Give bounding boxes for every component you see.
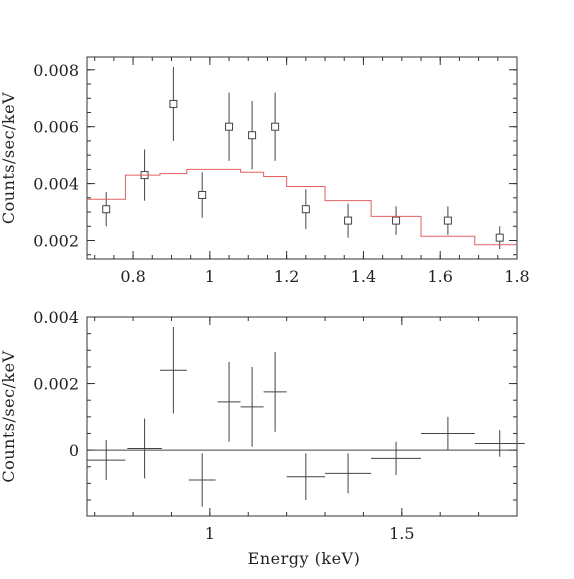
x-tick-label: 1.6 [427, 267, 452, 286]
square-marker [271, 122, 280, 131]
data-point [102, 192, 111, 227]
residual-point [240, 366, 264, 447]
x-tick-label: 1.4 [351, 267, 376, 286]
data-point [301, 189, 310, 230]
data-point [248, 101, 257, 170]
y-axis-title: Counts/sec/keV [0, 92, 18, 224]
square-marker [344, 216, 353, 225]
square-marker [169, 99, 178, 108]
residual-point [371, 441, 422, 476]
data-point [344, 203, 353, 238]
data-point [198, 172, 207, 218]
y-axis-title: Counts/sec/keV [0, 350, 18, 482]
square-marker [301, 205, 310, 214]
x-tick-label: 1 [205, 524, 215, 543]
square-marker [248, 131, 257, 140]
data-point [169, 66, 178, 141]
square-marker [225, 122, 234, 131]
top-panel: 0.8 1 1.2 1.4 1.6 1.8 0.002 0.004 0.006 0.008 Coun… [0, 56, 530, 286]
x-tick-label: 1.8 [504, 267, 529, 286]
residual-point [421, 416, 475, 451]
square-marker [102, 205, 111, 214]
data-point [392, 206, 401, 235]
y-tick-label: 0.004 [33, 308, 79, 327]
y-tick-label: 0 [69, 441, 79, 460]
residual-point [127, 418, 162, 479]
y-tick-label: 0.002 [33, 375, 79, 394]
model-step-line [87, 168, 517, 246]
x-tick-label: 0.8 [120, 267, 145, 286]
plot-frame [86, 316, 518, 517]
x-tick-label: 1 [205, 267, 215, 286]
square-marker [443, 216, 452, 225]
square-marker [495, 233, 504, 242]
residual-point [188, 453, 216, 507]
x-tick-label: 1.2 [274, 267, 299, 286]
residual-point [217, 361, 241, 442]
residual-point [325, 453, 372, 494]
y-tick-label: 0.002 [33, 232, 79, 251]
plot-frame [86, 56, 518, 260]
y-tick-label: 0.008 [33, 61, 79, 80]
data-point [225, 92, 234, 161]
y-tick-label: 0.004 [33, 175, 79, 194]
residual-point [263, 351, 287, 432]
bottom-panel: 1 1.5 0 0.002 0.004 Counts/sec/keV Energy (keV… [0, 308, 525, 568]
square-marker [392, 216, 401, 225]
residual-point [474, 430, 525, 457]
residual-point [159, 326, 187, 414]
data-point [443, 206, 452, 235]
x-tick-label: 1.5 [389, 524, 414, 543]
residual-point [286, 453, 326, 501]
y-tick-label: 0.006 [33, 118, 79, 137]
residual-point [87, 440, 126, 481]
x-axis-title: Energy (keV) [248, 549, 361, 568]
data-point [495, 226, 504, 250]
data-point [271, 92, 280, 161]
square-marker [198, 190, 207, 199]
